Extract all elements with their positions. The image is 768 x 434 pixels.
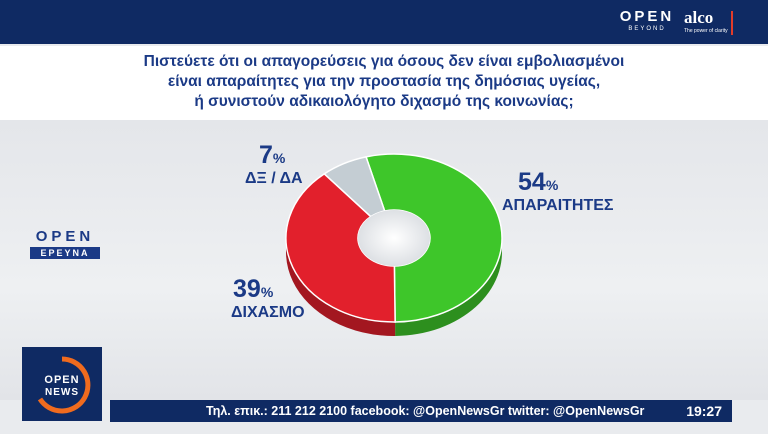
question-box: Πιστεύετε ότι οι απαγορεύσεις για όσους … [0,46,768,120]
ticker-text: Τηλ. επικ.: 211 212 2100 facebook: @Open… [206,404,645,418]
ticker-time: 19:27 [686,403,722,419]
chart-area [0,120,768,400]
alco-brand: alco [684,8,714,27]
question-line-1: Πιστεύετε ότι οι απαγορεύσεις για όσους … [143,53,625,70]
unit-division: % [260,284,274,300]
value-necessary: 54 [518,168,546,196]
unit-dont-know: % [272,150,286,166]
top-bar: OPEN BEYOND alco The power of clarity [0,0,768,44]
question-line-3: ή συνιστούν αδικαιολόγητο διχασμό της κο… [194,93,574,110]
name-division: ΔΙΧΑΣΜΟ [231,304,305,321]
news-bottom-text: NEWS [45,387,79,398]
ereuna-badge: ΕΡΕΥΝΑ [30,247,100,259]
alco-sub: The power of clarity [684,28,728,34]
label-dont-know: 7% ΔΞ / ΔΑ [245,141,303,188]
open-news-logo: OPEN NEWS [22,347,102,421]
alco-logo: alco The power of clarity [684,8,728,34]
name-necessary: ΑΠΑΡΑΙΤΗΤΕΣ [502,197,614,214]
open-ereuna-logo: OPEN ΕΡΕΥΝΑ [30,228,100,259]
value-dont-know: 7 [259,141,273,169]
question-line-2: είναι απαραίτητες για την προστασία της … [167,73,601,90]
name-dont-know: ΔΞ / ΔΑ [245,170,303,187]
open-beyond-logo: OPEN BEYOND [616,8,678,32]
ticker-bar: Τηλ. επικ.: 211 212 2100 facebook: @Open… [110,400,732,422]
label-necessary: 54% ΑΠΑΡΑΙΤΗΤΕΣ [502,168,614,215]
open-sub: BEYOND [628,26,666,32]
alco-divider [731,11,733,35]
news-top-text: OPEN [44,374,79,386]
open-brand: OPEN [619,8,675,25]
unit-necessary: % [545,177,559,193]
label-division: 39% ΔΙΧΑΣΜΟ [231,275,305,322]
value-division: 39 [233,275,261,303]
ereuna-open-text: OPEN [35,228,95,245]
open-news-ring-icon: OPEN NEWS [37,356,91,414]
